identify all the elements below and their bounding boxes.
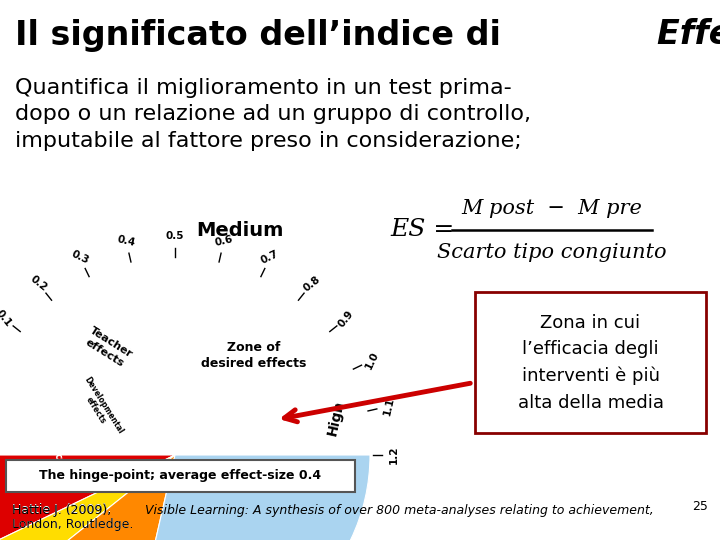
Text: 0.4: 0.4: [116, 234, 137, 248]
Text: 0.7: 0.7: [259, 249, 281, 266]
Text: Developmental
effects: Developmental effects: [75, 375, 125, 441]
FancyBboxPatch shape: [475, 292, 706, 433]
Text: 1.0: 1.0: [364, 349, 381, 370]
Text: 0.1: 0.1: [0, 308, 14, 329]
Wedge shape: [0, 455, 175, 539]
Text: Hattie J. (2009),: Hattie J. (2009),: [12, 503, 115, 516]
Text: Visible Learning: A synthesis of over 800 meta-analyses relating to achievement,: Visible Learning: A synthesis of over 80…: [145, 504, 654, 517]
Text: Scarto tipo congiunto: Scarto tipo congiunto: [437, 242, 667, 261]
Text: 0.6: 0.6: [214, 234, 234, 248]
Text: 1.2: 1.2: [389, 446, 399, 464]
Text: 0.8: 0.8: [301, 274, 322, 293]
Text: The hinge-point; average effect-size 0.4: The hinge-point; average effect-size 0.4: [40, 469, 322, 483]
Text: 0.5: 0.5: [166, 231, 184, 241]
Text: Il significato dell’indice di: Il significato dell’indice di: [15, 18, 513, 51]
Text: 1.1: 1.1: [382, 396, 395, 416]
Text: ES =: ES =: [390, 219, 454, 241]
Text: Teacher
effects: Teacher effects: [81, 326, 134, 370]
Text: Zone of
desired effects: Zone of desired effects: [202, 341, 307, 370]
Text: M post  −  M pre: M post − M pre: [462, 199, 642, 218]
Text: Effect Size: Effect Size: [657, 18, 720, 51]
FancyBboxPatch shape: [6, 460, 355, 492]
Wedge shape: [0, 455, 175, 540]
Text: High: High: [325, 399, 347, 437]
Text: Hattie J. (2009),: Hattie J. (2009),: [12, 504, 115, 517]
Text: Quantifica il miglioramento in un test prima-
dopo o un relazione ad un gruppo d: Quantifica il miglioramento in un test p…: [15, 78, 531, 151]
Wedge shape: [132, 455, 370, 540]
Text: 0.3: 0.3: [69, 249, 91, 266]
Text: Hattie J. (2009), 
London, Routledge.: Hattie J. (2009), London, Routledge.: [12, 503, 133, 531]
Text: 0.9: 0.9: [336, 308, 356, 329]
Wedge shape: [22, 455, 175, 540]
Text: Medium: Medium: [197, 220, 284, 240]
FancyArrowPatch shape: [284, 383, 470, 422]
Text: Reverse effects: Reverse effects: [37, 384, 66, 470]
Text: 0.2: 0.2: [28, 274, 49, 293]
Text: Zona in cui
l’efficacia degli
interventi è più
alta della media: Zona in cui l’efficacia degli interventi…: [518, 314, 664, 411]
Text: 25: 25: [692, 500, 708, 513]
Text: London, Routledge.: London, Routledge.: [12, 518, 133, 531]
